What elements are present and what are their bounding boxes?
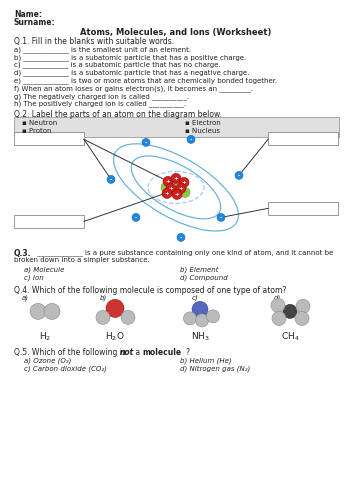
Circle shape bbox=[106, 300, 124, 318]
Text: H$_2$: H$_2$ bbox=[39, 330, 51, 343]
Text: H$_2$O: H$_2$O bbox=[105, 330, 125, 343]
Circle shape bbox=[169, 178, 179, 188]
Circle shape bbox=[171, 174, 181, 184]
Circle shape bbox=[235, 172, 243, 179]
Circle shape bbox=[174, 180, 184, 190]
Circle shape bbox=[121, 310, 135, 324]
Circle shape bbox=[196, 314, 209, 327]
Text: d) _____________ is a subatomic particle that has a negative charge.: d) _____________ is a subatomic particle… bbox=[14, 70, 249, 76]
Text: a): a) bbox=[22, 294, 29, 301]
Text: +: + bbox=[182, 180, 186, 185]
Circle shape bbox=[44, 304, 60, 320]
Bar bbox=[268, 202, 338, 215]
Text: -: - bbox=[238, 173, 240, 178]
Text: g) The negatively charged ion is called __________.: g) The negatively charged ion is called … bbox=[14, 93, 189, 100]
Bar bbox=[14, 216, 84, 228]
Text: +: + bbox=[166, 179, 170, 184]
Text: +: + bbox=[179, 186, 183, 191]
Text: d): d) bbox=[274, 294, 281, 301]
Text: Surname:: Surname: bbox=[14, 18, 56, 27]
Text: NH$_3$: NH$_3$ bbox=[191, 330, 209, 343]
Circle shape bbox=[296, 300, 310, 314]
Circle shape bbox=[107, 176, 115, 184]
Circle shape bbox=[132, 214, 140, 222]
Circle shape bbox=[171, 186, 181, 196]
Text: Q.2. Label the parts of an atom on the diagram below.: Q.2. Label the parts of an atom on the d… bbox=[14, 110, 222, 120]
Circle shape bbox=[283, 304, 297, 318]
Text: CH$_4$: CH$_4$ bbox=[281, 330, 299, 343]
Circle shape bbox=[163, 176, 173, 186]
Text: e) _____________ is two or more atoms that are chemically bonded together.: e) _____________ is two or more atoms th… bbox=[14, 77, 277, 84]
Circle shape bbox=[142, 138, 150, 146]
Text: f) When an atom loses or gains electron(s), it becomes an _________.: f) When an atom loses or gains electron(… bbox=[14, 85, 253, 92]
Circle shape bbox=[207, 310, 220, 323]
Text: -: - bbox=[110, 177, 112, 182]
Text: -: - bbox=[180, 235, 182, 240]
Circle shape bbox=[187, 136, 195, 143]
Text: molecule: molecule bbox=[142, 348, 181, 358]
Text: -: - bbox=[135, 215, 137, 220]
Text: a) Molecule: a) Molecule bbox=[24, 266, 64, 273]
Circle shape bbox=[192, 302, 208, 318]
Bar bbox=[14, 132, 84, 145]
Text: c) Ion: c) Ion bbox=[24, 274, 44, 281]
Circle shape bbox=[180, 188, 190, 198]
Text: c) Carbon dioxide (CO₂): c) Carbon dioxide (CO₂) bbox=[24, 366, 107, 372]
Text: +: + bbox=[165, 191, 169, 196]
Circle shape bbox=[271, 298, 285, 312]
Text: -: - bbox=[190, 137, 192, 142]
Circle shape bbox=[172, 190, 182, 200]
Text: ▪ Neutron: ▪ Neutron bbox=[22, 120, 57, 126]
Bar bbox=[268, 132, 338, 145]
Circle shape bbox=[176, 184, 186, 194]
Text: _____________ is a pure substance containing only one kind of atom, and it canno: _____________ is a pure substance contai… bbox=[35, 250, 333, 256]
Text: ▪ Proton: ▪ Proton bbox=[22, 128, 52, 134]
Circle shape bbox=[96, 310, 110, 324]
Text: b): b) bbox=[100, 294, 107, 301]
Circle shape bbox=[184, 312, 197, 325]
Text: broken down into a simpler substance.: broken down into a simpler substance. bbox=[14, 258, 150, 264]
Text: b) Element: b) Element bbox=[180, 266, 219, 273]
Text: Q.5. Which of the following is: Q.5. Which of the following is bbox=[14, 348, 128, 358]
Circle shape bbox=[30, 304, 46, 320]
Text: Q.3.: Q.3. bbox=[14, 250, 31, 258]
Text: Atoms, Molecules, and Ions (Worksheet): Atoms, Molecules, and Ions (Worksheet) bbox=[80, 28, 272, 37]
Text: a: a bbox=[133, 348, 143, 358]
Text: a) _____________ is the smallest unit of an element.: a) _____________ is the smallest unit of… bbox=[14, 46, 191, 52]
Text: +: + bbox=[169, 186, 173, 191]
Text: ▪ Nucleus: ▪ Nucleus bbox=[185, 128, 220, 134]
Circle shape bbox=[168, 186, 178, 196]
Text: +: + bbox=[174, 176, 178, 181]
Text: Q.1. Fill in the blanks with suitable words.: Q.1. Fill in the blanks with suitable wo… bbox=[14, 37, 174, 46]
Text: d) Nitrogen gas (N₂): d) Nitrogen gas (N₂) bbox=[180, 366, 250, 372]
Circle shape bbox=[177, 234, 185, 241]
Text: Name:: Name: bbox=[14, 10, 42, 19]
Text: b) Helium (He): b) Helium (He) bbox=[180, 358, 232, 364]
Circle shape bbox=[179, 178, 189, 188]
Text: ?: ? bbox=[185, 348, 189, 358]
Text: Q.4. Which of the following molecule is composed of one type of atom?: Q.4. Which of the following molecule is … bbox=[14, 286, 286, 296]
Text: +: + bbox=[175, 192, 179, 197]
Text: -: - bbox=[145, 140, 147, 145]
Text: a) Ozone (O₃): a) Ozone (O₃) bbox=[24, 358, 71, 364]
Circle shape bbox=[161, 182, 171, 192]
Text: not: not bbox=[120, 348, 134, 358]
Text: d) Compound: d) Compound bbox=[180, 274, 228, 281]
Text: c): c) bbox=[192, 294, 199, 301]
Circle shape bbox=[162, 188, 172, 198]
Text: b) _____________ is a subatomic particle that has a positive charge.: b) _____________ is a subatomic particle… bbox=[14, 54, 246, 60]
Text: -: - bbox=[220, 215, 222, 220]
Text: c) _____________ is a subatomic particle that has no charge.: c) _____________ is a subatomic particle… bbox=[14, 62, 221, 68]
Circle shape bbox=[295, 312, 309, 326]
Circle shape bbox=[272, 312, 286, 326]
Text: ▪ Electron: ▪ Electron bbox=[185, 120, 221, 126]
Text: h) The positively charged ion is called __________.: h) The positively charged ion is called … bbox=[14, 100, 186, 107]
Circle shape bbox=[217, 214, 225, 222]
Bar bbox=[14, 118, 339, 138]
Circle shape bbox=[166, 184, 176, 194]
